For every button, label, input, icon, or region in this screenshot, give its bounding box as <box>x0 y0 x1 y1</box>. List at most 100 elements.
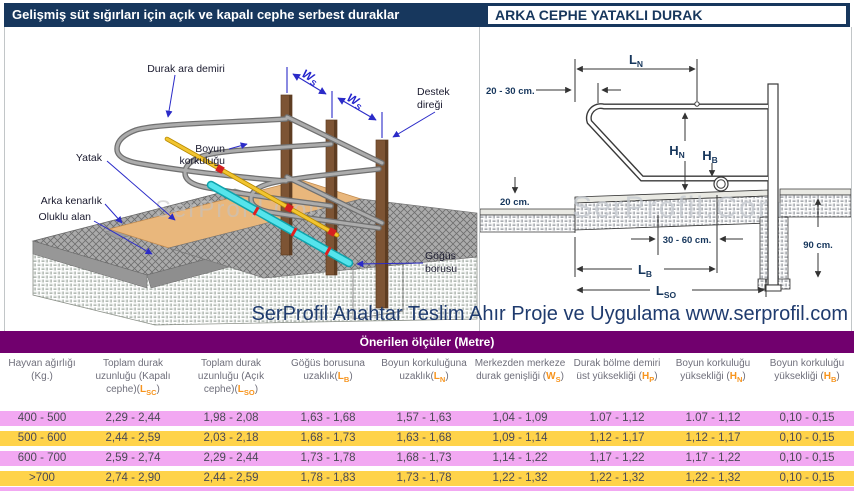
section-title: ARKA CEPHE YATAKLI DURAK <box>495 7 703 23</box>
header-text: Hayvan ağırlığı (Kg.) <box>8 358 76 382</box>
table-cell: 400 - 500 <box>17 412 67 424</box>
table-cell: 1,14 - 1,22 <box>492 452 548 464</box>
header-text: Toplam durak uzunluğu (Açık cephe)( <box>197 358 265 395</box>
table-cell: 1,04 - 1,09 <box>492 412 548 424</box>
table-row: 400 - 500 2,29 - 2,44 1,98 - 2,08 1,63 -… <box>0 411 854 426</box>
table-cell: 1.07 - 1,12 <box>685 412 741 424</box>
header-text: ) <box>836 371 840 382</box>
table-cell: 1,63 - 1,68 <box>300 412 356 424</box>
header-symbol-sub: B <box>343 375 350 384</box>
watermark-text: SerProfil Anahtar Teslim Ahır Proje ve U… <box>251 303 848 325</box>
table-cell: 0,10 - 0,15 <box>779 472 835 484</box>
table-cell: 1,12 - 1,17 <box>589 432 645 444</box>
table-cell: 1,17 - 1,22 <box>685 452 741 464</box>
title-bar: Gelişmiş süt sığırları için açık ve kapa… <box>4 3 850 27</box>
table-row: 600 - 700 2,59 - 2,74 2,29 - 2,44 1,73 -… <box>0 451 854 466</box>
table-cell: 1,22 - 1,32 <box>492 472 548 484</box>
table-row: 500 - 600 2,44 - 2,59 2,03 - 2,18 1,68 -… <box>0 431 854 446</box>
table-row: >700 2,74 - 2,90 2,44 - 2,59 1,78 - 1,83… <box>0 471 854 486</box>
table-cell: 1,12 - 1,17 <box>685 432 741 444</box>
diagram-watermark: SerProfil.Com <box>572 191 785 224</box>
dimension-labels: 20 - 30 cm. 20 cm. 30 - 60 cm. 90 cm. LN… <box>486 52 833 300</box>
neck-rail-loop <box>585 101 768 182</box>
table-cell: 1,57 - 1,63 <box>396 412 452 424</box>
col-header-hb: Boyun korkuluğu yüksekliği (HB) <box>760 353 854 407</box>
alley-front-face <box>32 240 148 289</box>
label-oluklu-alan: Oluklu alan <box>38 211 91 223</box>
header-text: Göğüs borusuna uzaklık( <box>291 358 365 382</box>
label-destek-2: direği <box>417 99 443 111</box>
table-body: 400 - 500 2,29 - 2,44 1,98 - 2,08 1,63 -… <box>0 411 854 491</box>
table-header-row: Hayvan ağırlığı (Kg.) Toplam durak uzunl… <box>0 353 854 407</box>
diagram-labels: Durak ara demiri Boyun korkuluğu Yatak A… <box>38 63 457 275</box>
table-cell: 1,09 - 1,14 <box>492 432 548 444</box>
header-symbol-sub: SO <box>243 388 255 397</box>
table-cell: 0,10 - 0,15 <box>779 432 835 444</box>
table-cell: 2,59 - 2,74 <box>105 452 161 464</box>
header-text: ) <box>349 371 353 382</box>
floor-section <box>480 188 851 290</box>
header-text: Toplam durak uzunluğu (Kapalı cephe)( <box>95 358 171 395</box>
header-symbol: H <box>823 371 831 382</box>
header-text: ) <box>742 371 746 382</box>
diagram-area: SerProfil.Com <box>4 27 852 331</box>
table-cell: 1,68 - 1,73 <box>396 452 452 464</box>
header-text: ) <box>254 384 259 395</box>
label-hn: HN <box>669 143 685 160</box>
header-text: Durak bölme demiri üst yüksekliği ( <box>573 358 661 382</box>
header-symbol: L <box>433 371 440 382</box>
section-drawing: SerProfil.Com <box>480 52 851 300</box>
label-30-60cm: 30 - 60 cm. <box>663 235 712 246</box>
page-title: Gelişmiş süt sığırları için açık ve kapa… <box>12 7 400 22</box>
table-cell: 1,22 - 1,32 <box>685 472 741 484</box>
label-ln: LN <box>629 52 643 69</box>
header-symbol-sub: N <box>736 375 743 384</box>
svg-text:WS: WS <box>344 90 367 112</box>
table-cell: 1,73 - 1,78 <box>300 452 356 464</box>
label-gogus-1: Göğüs <box>425 250 456 262</box>
ws-label: WS WS <box>300 66 367 112</box>
table-cell: 2,03 - 2,18 <box>203 432 259 444</box>
col-header-hn: Boyun korkuluğu yüksekliği (HN) <box>666 353 760 407</box>
header-text: Boyun korkuluğuna uzaklık( <box>381 358 467 382</box>
col-header-lb: Göğüs borusuna uzaklık(LB) <box>280 353 376 407</box>
header-symbol: H <box>641 371 650 382</box>
table-cell: 0,10 - 0,15 <box>779 452 835 464</box>
header-symbol-sub: SC <box>146 388 157 397</box>
brisket-pipe <box>206 180 354 268</box>
neck-rail-tube <box>164 136 340 238</box>
header-text: ) <box>156 384 160 395</box>
ws-dimension <box>286 67 383 138</box>
label-yatak: Yatak <box>76 152 103 164</box>
table-cell: 1,63 - 1,68 <box>396 432 452 444</box>
header-text: ) <box>654 371 658 382</box>
label-20cm: 20 cm. <box>500 197 530 208</box>
rail-clamps <box>215 164 337 237</box>
label-gogus-2: borusu <box>425 263 457 275</box>
header-symbol-sub: B <box>830 375 837 384</box>
header-symbol-sub: S <box>555 375 561 384</box>
header-symbol: H <box>729 371 737 382</box>
table-cell: 1.07 - 1,12 <box>589 412 645 424</box>
header-symbol: L <box>140 384 147 395</box>
isometric-diagram: SerProfil.Com <box>31 63 478 326</box>
header-symbol: L <box>337 371 344 382</box>
table-title-bar: Önerilen ölçüler (Metre) <box>0 331 854 353</box>
col-header-lsc: Toplam durak uzunluğu (Kapalı cephe)(LSC… <box>84 353 182 407</box>
brisket-pipe-section <box>713 176 729 192</box>
header-text: ) <box>445 371 449 382</box>
table-cell: 2,44 - 2,59 <box>105 432 161 444</box>
table-cell: 1,98 - 2,08 <box>203 412 259 424</box>
label-90cm: 90 cm. <box>803 240 833 251</box>
label-lso: LSO <box>656 283 677 300</box>
partial-row-strip <box>0 487 854 491</box>
table-cell: 1,73 - 1,78 <box>396 472 452 484</box>
table-cell: 2,29 - 2,44 <box>105 412 161 424</box>
table-cell: 2,44 - 2,59 <box>203 472 259 484</box>
table-cell: >700 <box>29 472 55 484</box>
header-text: Boyun korkuluğu yüksekliği ( <box>769 358 845 382</box>
table-cell: 600 - 700 <box>17 452 67 464</box>
label-hb: HB <box>702 148 718 165</box>
label-arka-kenarlik: Arka kenarlık <box>41 195 103 207</box>
